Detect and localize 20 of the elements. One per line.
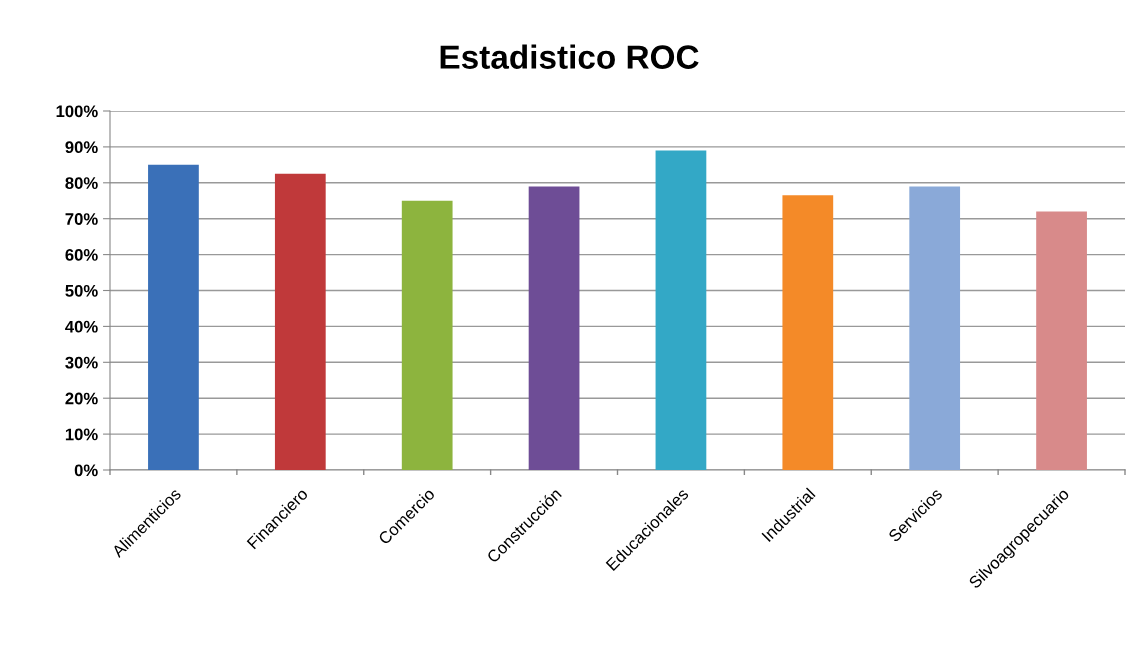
bar [655, 150, 707, 470]
y-tick-label: 80% [65, 177, 98, 189]
y-tick-label: 60% [65, 249, 98, 261]
bar [1036, 211, 1087, 470]
y-tick-label: 10% [65, 428, 98, 441]
y-tick-label: 0% [74, 464, 98, 477]
y-tick-label: 40% [65, 320, 98, 333]
bar [274, 173, 326, 470]
bar [782, 195, 834, 470]
y-tick-label: 90% [65, 141, 98, 154]
y-tick-label: 50% [65, 284, 98, 297]
y-tick-label: 70% [65, 213, 98, 225]
bar [909, 186, 961, 470]
bar [528, 186, 580, 470]
y-tick-label: 30% [65, 356, 98, 369]
y-tick-label: 100% [56, 105, 98, 118]
bar [401, 200, 453, 470]
chart-title: Estadistico ROC [440, 44, 699, 69]
bar [148, 164, 199, 470]
y-tick-label: 20% [65, 392, 98, 405]
